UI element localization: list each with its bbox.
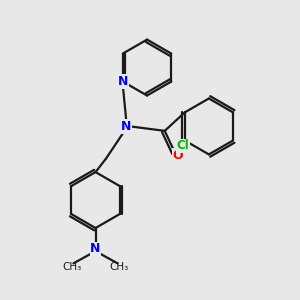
Text: N: N — [90, 242, 101, 255]
Text: N: N — [121, 120, 132, 133]
Text: N: N — [118, 75, 128, 88]
Text: Cl: Cl — [177, 139, 190, 152]
Text: CH₃: CH₃ — [110, 262, 129, 272]
Text: O: O — [173, 149, 183, 162]
Text: CH₃: CH₃ — [62, 262, 82, 272]
